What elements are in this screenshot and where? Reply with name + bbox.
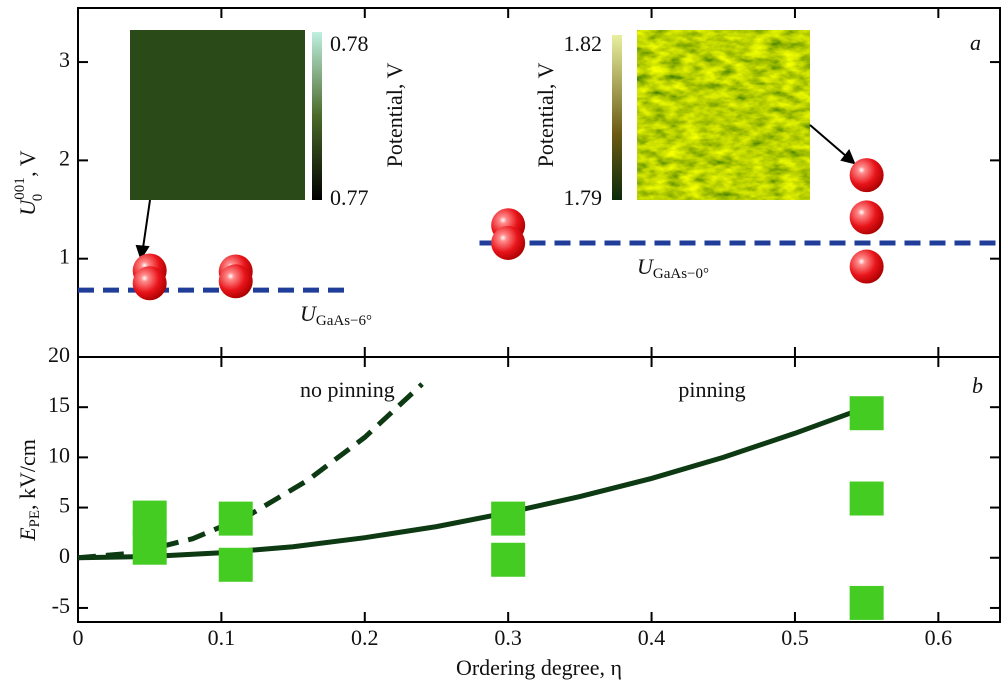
inset-image-texture xyxy=(130,30,305,200)
label-sub: GaAs−6° xyxy=(316,314,372,330)
x-tick-label: 0.6 xyxy=(925,625,953,650)
y-label-rest: , V xyxy=(15,150,40,177)
colorbar xyxy=(312,32,322,200)
y-tick-label: 2 xyxy=(59,145,70,170)
x-axis-label: Ordering degree, η xyxy=(456,655,622,680)
figure: 0.78 0.77 Potential, V 1.82 1.79 Potenti… xyxy=(0,0,1002,688)
colorbar-title: Potential, V xyxy=(533,63,558,168)
y-label-sup: 001 xyxy=(12,177,28,200)
colorbar-label: 1.82 xyxy=(564,31,603,56)
colorbar-label: 1.79 xyxy=(564,185,603,210)
point xyxy=(850,250,884,284)
point xyxy=(491,502,525,536)
colorbar xyxy=(612,35,622,200)
point xyxy=(491,226,525,260)
y-axis-label: EPE, kV/cm xyxy=(15,439,43,542)
y-label-rest: , kV/cm xyxy=(15,439,40,510)
point xyxy=(219,502,253,536)
x-tick-label: 0.1 xyxy=(208,625,236,650)
y-tick-label: 1 xyxy=(59,244,70,269)
reference-label: UGaAs−0° xyxy=(637,254,709,282)
colorbar-title: Potential, V xyxy=(382,63,407,168)
panel-label: b xyxy=(972,373,983,398)
reference-label: UGaAs−6° xyxy=(300,301,372,329)
x-tick-label: 0.4 xyxy=(638,625,666,650)
colorbar-label: 0.78 xyxy=(330,31,369,56)
point xyxy=(850,200,884,234)
x-tick-label: 0 xyxy=(73,625,84,650)
point xyxy=(850,586,884,620)
point xyxy=(219,264,253,298)
annotation: pinning xyxy=(678,377,745,402)
y-label-sub: 0 xyxy=(30,194,46,202)
y-label-sub: PE xyxy=(27,510,43,528)
point xyxy=(133,266,167,300)
point xyxy=(219,548,253,582)
x-tick-label: 0.3 xyxy=(494,625,522,650)
point xyxy=(850,482,884,516)
point xyxy=(850,396,884,430)
y-tick-label: 10 xyxy=(48,442,70,467)
y-label-main: E xyxy=(15,527,40,542)
y-tick-label: 0 xyxy=(59,543,70,568)
y-tick-label: 5 xyxy=(59,493,70,518)
point xyxy=(133,501,167,535)
colorbar-label: 0.77 xyxy=(330,185,369,210)
point xyxy=(491,543,525,577)
annotation: no pinning xyxy=(300,377,395,402)
inset-image xyxy=(637,30,810,200)
x-tick-label: 0.5 xyxy=(781,625,809,650)
y-tick-label: -5 xyxy=(52,593,70,618)
label-sub: GaAs−0° xyxy=(653,266,709,282)
y-tick-label: 20 xyxy=(48,342,70,367)
y-tick-label: 15 xyxy=(48,392,70,417)
panel-label: a xyxy=(970,30,981,55)
point xyxy=(133,531,167,565)
x-tick-label: 0.2 xyxy=(351,625,379,650)
point xyxy=(850,158,884,192)
y-tick-label: 3 xyxy=(59,47,70,72)
